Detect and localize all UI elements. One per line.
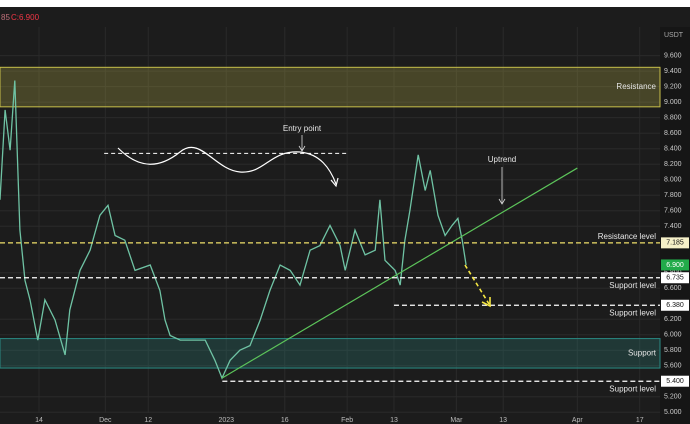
- price-axis: [660, 27, 690, 424]
- currency: USDT: [664, 32, 684, 39]
- y-tick-label: 7.400: [664, 223, 682, 230]
- x-tick-label: 16: [281, 417, 289, 424]
- x-tick-label: 14: [35, 417, 43, 424]
- price-line: [0, 80, 467, 380]
- y-tick-label: 9.000: [664, 99, 682, 106]
- top-strip: [0, 0, 690, 7]
- y-tick-label: 5.800: [664, 347, 682, 354]
- trendline: [221, 167, 578, 379]
- price-tag-label: 6.380: [666, 302, 684, 309]
- y-tick-label: 5.600: [664, 363, 682, 370]
- price-tag: [661, 272, 689, 284]
- projection-arrow: [464, 264, 490, 305]
- y-tick-label: 6.000: [664, 332, 682, 339]
- y-tick-label: 6.600: [664, 285, 682, 292]
- x-tick-label: 12: [144, 417, 152, 424]
- level-label: Support level: [609, 384, 656, 393]
- y-tick-label: 9.200: [664, 84, 682, 91]
- bar-text: 85: [1, 13, 10, 22]
- uptrend-label: Uptrend: [488, 155, 516, 164]
- uptrend-arrowhead: [498, 198, 506, 205]
- y-tick-label: 9.600: [664, 53, 682, 60]
- x-tick-label: 2023: [218, 417, 234, 424]
- plot: 14 Dec 12 2023 16 Feb 13 Mar 13 Apr 17 5.000 5.200 5.…: [0, 27, 682, 424]
- y-tick-label: 8.800: [664, 115, 682, 122]
- zone-label: Support: [628, 348, 657, 357]
- close-text: C:6.900: [11, 13, 40, 22]
- y-tick-label: 7.800: [664, 192, 682, 199]
- y-tick-label: 8.600: [664, 130, 682, 137]
- y-tick-label: 7.600: [664, 208, 682, 215]
- level-label: Support level: [609, 281, 656, 290]
- x-tick-label: 13: [390, 417, 398, 424]
- y-tick-label: 5.000: [664, 409, 682, 416]
- price-tag: [661, 299, 689, 311]
- y-tick-label: 5.200: [664, 394, 682, 401]
- y-tick-label: 8.000: [664, 177, 682, 184]
- x-tick-label: 13: [499, 417, 507, 424]
- entry-arrowhead: [298, 145, 306, 152]
- level-label: Resistance level: [598, 232, 656, 241]
- price-tag-label: 6.735: [666, 275, 684, 282]
- x-tick-label: Feb: [341, 417, 353, 424]
- projection-arrowhead: [481, 297, 491, 308]
- x-tick-label: Mar: [450, 417, 463, 424]
- y-tick-label: 9.400: [664, 68, 682, 75]
- price-tag: [661, 375, 689, 387]
- last-price-label: 6.900: [666, 262, 684, 269]
- sketch-arrow: [330, 177, 339, 188]
- entry-label: Entry point: [283, 124, 322, 133]
- y-tick-label: 8.400: [664, 146, 682, 153]
- x-tick-label: 17: [636, 417, 644, 424]
- price-tag: [661, 237, 689, 249]
- x-tick-label: Dec: [99, 417, 112, 424]
- level-label: Support level: [609, 308, 656, 317]
- price-tag-label: 7.185: [666, 240, 684, 247]
- last-price-tag: [661, 259, 689, 271]
- x-tick-label: Apr: [572, 417, 584, 424]
- y-tick-label: 6.200: [664, 316, 682, 323]
- sketch-curve: [117, 146, 337, 185]
- chart-background: [0, 7, 690, 424]
- y-tick-label: 8.200: [664, 161, 682, 168]
- price-tag-label: 5.400: [666, 378, 684, 385]
- zone: [0, 338, 661, 369]
- zone: [0, 66, 661, 108]
- zone-label: Resistance: [616, 82, 656, 91]
